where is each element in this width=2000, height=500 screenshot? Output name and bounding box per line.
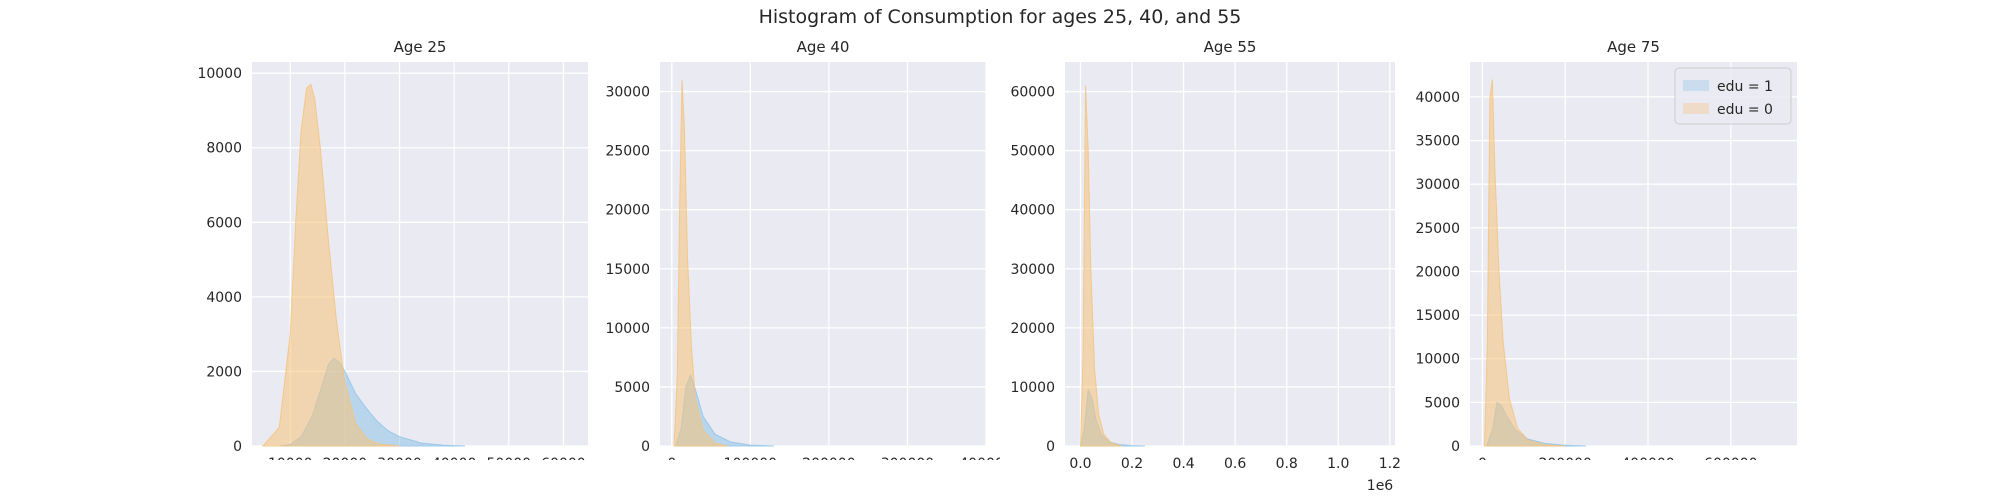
y-tick-label: 5000	[614, 380, 650, 396]
y-tick-label: 10000	[605, 321, 650, 337]
y-tick-label: 10000	[197, 66, 242, 82]
subplot-age-25: 10000 20000 30000 40000 50000 60000 0 2000 4000 6…	[150, 30, 600, 460]
x-tick-label: 100000	[724, 456, 777, 460]
y-tick-label: 0	[641, 439, 650, 455]
x-tick-label: 200000	[1538, 456, 1591, 460]
plot-background	[1065, 62, 1395, 446]
x-tick-label: 200000	[802, 456, 855, 460]
plot-background	[660, 62, 986, 446]
y-tick-label: 10000	[1415, 352, 1460, 368]
x-tick-label: 10000	[268, 456, 313, 460]
y-tick-label: 40000	[1415, 90, 1460, 106]
y-tick-label: 25000	[605, 144, 650, 160]
legend-label: edu = 1	[1717, 79, 1773, 95]
y-tick-label: 6000	[206, 215, 242, 231]
y-tick-label: 25000	[1415, 221, 1460, 237]
x-tick-label: 600000	[1704, 456, 1757, 460]
y-tick-label: 20000	[1010, 321, 1055, 337]
x-tick-label: 1.0	[1327, 456, 1349, 472]
y-tick-label: 20000	[1415, 264, 1460, 280]
y-tick-label: 30000	[1010, 262, 1055, 278]
x-tick-label: 0.4	[1172, 456, 1194, 472]
y-tick-label: 60000	[1010, 85, 1055, 101]
y-tick-label: 35000	[1415, 134, 1460, 150]
y-tick-label: 8000	[206, 141, 242, 157]
x-tick-label: 20000	[323, 456, 368, 460]
legend: edu = 1 edu = 0	[1675, 68, 1791, 124]
y-tick-label: 40000	[1010, 203, 1055, 219]
x-tick-label: 40000	[432, 456, 477, 460]
subplot-title: Age 25	[394, 38, 447, 56]
figure-title: Histogram of Consumption for ages 25, 40…	[0, 6, 2000, 28]
y-tick-label: 4000	[206, 290, 242, 306]
legend-label: edu = 0	[1717, 102, 1773, 118]
x-tick-label: 0.6	[1224, 456, 1246, 472]
x-tick-label: 50000	[487, 456, 532, 460]
legend-swatch	[1683, 80, 1709, 91]
x-tick-label: 300000	[881, 456, 934, 460]
y-tick-label: 0	[1451, 439, 1460, 455]
y-tick-label: 10000	[1010, 380, 1055, 396]
y-tick-label: 15000	[1415, 308, 1460, 324]
x-offset-label: 1e6	[1367, 478, 1394, 490]
x-tick-label: 0.8	[1276, 456, 1298, 472]
y-tick-label: 20000	[605, 203, 650, 219]
x-tick-label: 30000	[377, 456, 422, 460]
x-tick-label: 60000	[541, 456, 586, 460]
y-tick-label: 15000	[605, 262, 650, 278]
y-tick-label: 0	[1046, 439, 1055, 455]
x-tick-label: 0.0	[1069, 456, 1091, 472]
y-tick-label: 30000	[605, 85, 650, 101]
subplot-age-40: 0100000200000300000400000050001000015000…	[580, 30, 1000, 460]
y-tick-label: 2000	[206, 364, 242, 380]
y-tick-label: 30000	[1415, 177, 1460, 193]
x-tick-label: 0.2	[1121, 456, 1143, 472]
y-tick-label: 5000	[1424, 395, 1460, 411]
subplot-title: Age 75	[1607, 38, 1660, 56]
subplot-title: Age 40	[797, 38, 850, 56]
subplot-title: Age 55	[1204, 38, 1257, 56]
subplot-age-75: 0 200000 400000 600000 0 5000 10000 15000 20000 2…	[1390, 30, 1810, 460]
legend-swatch	[1683, 103, 1709, 114]
y-tick-label: 50000	[1010, 144, 1055, 160]
x-tick-label: 400000	[1621, 456, 1674, 460]
subplot-age-55: 0.0 0.2 0.4 0.6 0.8 1.0 1.20100002000030000400…	[990, 30, 1410, 490]
y-tick-label: 0	[233, 439, 242, 455]
x-tick-label: 0	[1478, 456, 1487, 460]
x-tick-label: 0	[667, 456, 676, 460]
